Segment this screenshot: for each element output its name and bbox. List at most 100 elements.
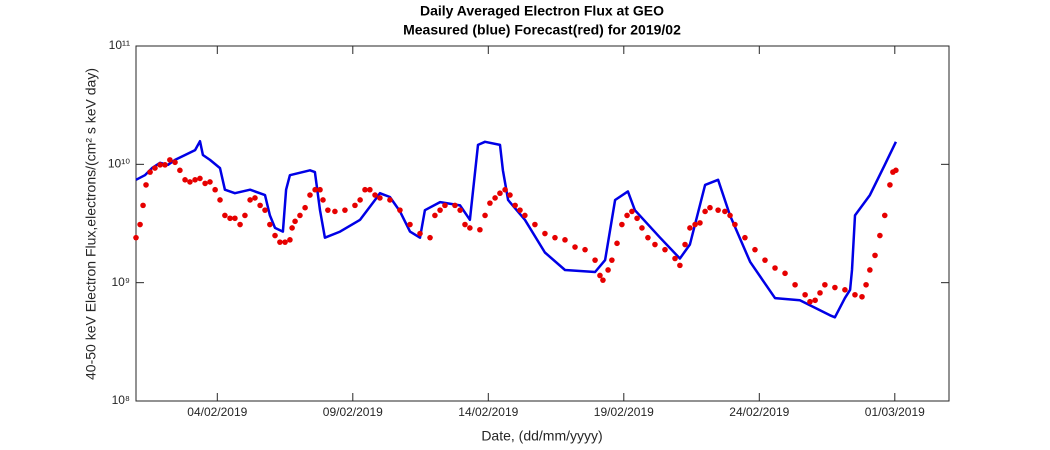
forecast-dot (147, 169, 153, 175)
forecast-dot (727, 212, 733, 219)
forecast-dot (212, 186, 218, 193)
forecast-dot (167, 157, 173, 163)
forecast-dot (307, 192, 313, 198)
forecast-dot (572, 244, 578, 250)
forecast-dot (182, 177, 188, 183)
forecast-dot (377, 195, 383, 201)
forecast-dot (597, 272, 603, 279)
forecast-dot (277, 239, 283, 245)
forecast-dot (237, 221, 243, 228)
forecast-dot (362, 186, 368, 193)
forecast-dot (232, 215, 238, 222)
forecast-dot (707, 204, 713, 211)
forecast-dot (609, 257, 615, 263)
forecast-dot (842, 287, 848, 293)
x-tick-label: 24/02/2019 (729, 405, 789, 419)
forecast-dot (152, 165, 158, 171)
forecast-dot (881, 212, 888, 219)
forecast-dot (672, 255, 678, 262)
forecast-dot (629, 208, 635, 215)
forecast-dot (832, 284, 838, 291)
forecast-dot (859, 293, 865, 300)
forecast-dot (187, 179, 193, 185)
forecast-dot (807, 298, 813, 305)
measured-line (135, 139, 898, 319)
forecast-dot (320, 197, 326, 203)
forecast-dot (397, 207, 403, 213)
forecast-dot (662, 246, 668, 253)
forecast-dot (467, 225, 473, 231)
forecast-dot (289, 225, 295, 231)
forecast-dot (162, 162, 168, 168)
x-tick-label: 14/02/2019 (458, 405, 518, 419)
x-tick-label: 01/03/2019 (865, 405, 925, 419)
forecast-dot (357, 197, 363, 203)
forecast-dot (677, 262, 683, 269)
forecast-dot (697, 220, 703, 226)
forecast-dot (817, 290, 823, 296)
forecast-dot (387, 197, 393, 203)
y-tick-label: 10¹⁰ (108, 157, 130, 171)
forecast-dot (133, 234, 139, 241)
forecast-dot (267, 221, 273, 228)
forecast-dot (532, 221, 538, 228)
forecast-dot (287, 237, 293, 243)
y-tick-label: 10¹¹ (109, 38, 130, 52)
x-tick-label: 04/02/2019 (187, 405, 247, 419)
forecast-dot (222, 212, 228, 219)
forecast-dot (292, 218, 298, 225)
forecast-dot (619, 221, 625, 228)
forecast-dot (227, 215, 233, 222)
forecast-dot (624, 212, 630, 219)
forecast-dot (252, 195, 258, 201)
forecast-dot (302, 204, 308, 211)
forecast-dot (517, 207, 523, 213)
y-tick-label: 10⁸ (112, 393, 130, 407)
forecast-dot (172, 159, 178, 166)
forecast-dot (863, 281, 869, 288)
forecast-dot (137, 221, 143, 228)
forecast-dot (692, 221, 698, 228)
forecast-dot (762, 257, 768, 263)
forecast-dot (312, 186, 318, 193)
forecast-dot (372, 192, 378, 198)
forecast-dot (812, 297, 818, 304)
forecast-dot (317, 186, 323, 193)
forecast-dot (497, 190, 503, 197)
forecast-dot (502, 186, 508, 193)
forecast-dot (562, 237, 568, 243)
forecast-dot (507, 192, 513, 198)
forecast-dot (157, 162, 163, 168)
forecast-dot (442, 202, 448, 209)
forecast-dot (600, 277, 606, 283)
forecast-dot (247, 197, 253, 203)
forecast-dot (542, 230, 548, 237)
y-axis-label: 40-50 keV Electron Flux,electrons/(cm² s… (83, 68, 99, 380)
forecast-dot (332, 208, 338, 215)
forecast-dot (732, 221, 738, 228)
forecast-dot (512, 202, 518, 209)
forecast-dot (802, 291, 808, 298)
forecast-dot (652, 241, 658, 248)
forecast-dot (742, 234, 748, 241)
forecast-dot (492, 195, 498, 201)
chart-title: Daily Averaged Electron Flux at GEO (420, 3, 664, 19)
forecast-dot (792, 281, 798, 288)
forecast-dot (487, 200, 493, 206)
forecast-dot (140, 202, 146, 209)
forecast-dot (352, 202, 358, 209)
forecast-dot (272, 232, 278, 239)
forecast-dot (367, 186, 373, 193)
forecast-dot (852, 291, 858, 298)
x-axis-label: Date, (dd/mm/yyyy) (481, 428, 602, 444)
forecast-dot (417, 230, 423, 237)
x-tick-label: 19/02/2019 (594, 405, 654, 419)
forecast-dot (452, 202, 458, 209)
plot-frame (135, 45, 950, 402)
forecast-dot (887, 182, 893, 188)
forecast-dot (432, 212, 438, 219)
forecast-dot (207, 179, 213, 185)
forecast-dot (325, 207, 331, 213)
